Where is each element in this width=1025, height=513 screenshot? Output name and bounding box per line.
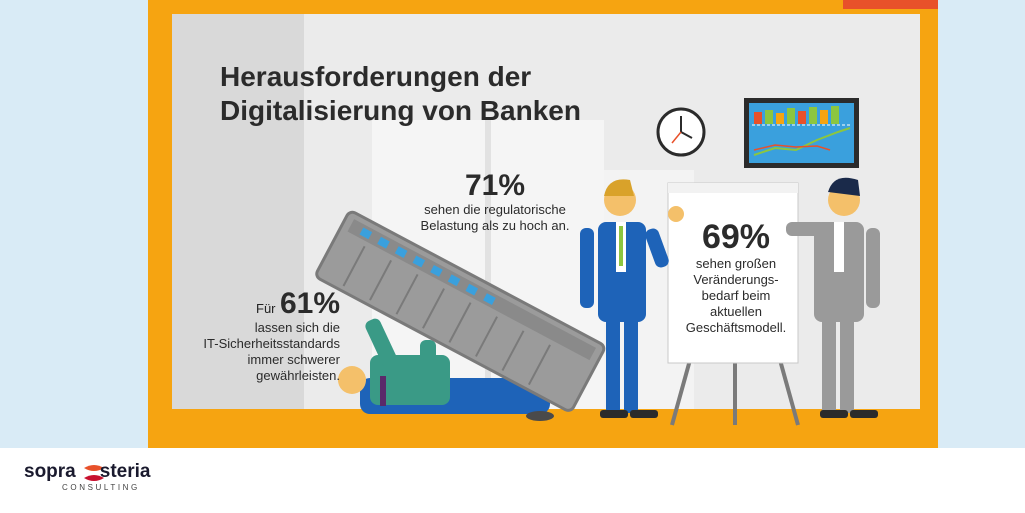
stat-61-text-2: IT-Sicherheitsstandards bbox=[203, 336, 340, 351]
stat-61-text-1: lassen sich die bbox=[254, 320, 340, 335]
server-rack-icon bbox=[315, 210, 606, 412]
monitor-chart-icon bbox=[744, 98, 859, 168]
clock-icon bbox=[656, 107, 706, 157]
stat-69-value: 69% bbox=[701, 218, 771, 256]
stat-61-text-3: immer schwerer bbox=[247, 352, 340, 367]
logo-word-2: steria bbox=[99, 461, 151, 482]
wall-shadow-left bbox=[172, 14, 304, 409]
title-line-2: Digitalisierung von Banken bbox=[220, 95, 581, 126]
stat-69-text-2: Veränderungs- bbox=[693, 272, 779, 287]
company-logo: sopra steria CONSULTING bbox=[24, 462, 150, 494]
frame-red-accent bbox=[843, 0, 938, 9]
sopra-steria-logo-mark bbox=[84, 465, 104, 481]
logo-word-1: sopra bbox=[24, 461, 76, 482]
stat-69-text-4: aktuellen bbox=[709, 304, 763, 319]
lying-man-figure bbox=[338, 318, 554, 421]
title-line-1: Herausforderungen der bbox=[220, 61, 532, 92]
flipchart-easel bbox=[667, 182, 800, 426]
stat-71-text-2: Belastung als zu hoch an. bbox=[420, 218, 570, 233]
window-divider bbox=[485, 120, 491, 409]
man-grey-suit-figure bbox=[786, 177, 880, 418]
stat-71-value: 71% bbox=[464, 169, 526, 202]
man-blue-suit-figure bbox=[580, 179, 684, 418]
page-title: Herausforderungen der Digitalisierung vo… bbox=[220, 60, 581, 128]
stat-61-prefix: Für bbox=[256, 301, 276, 316]
stat-69-block: 69% sehen großen Veränderungs- bedarf be… bbox=[676, 218, 796, 336]
stat-71-block: 71% sehen die regulatorische Belastung a… bbox=[410, 170, 580, 234]
stat-61-text-4: gewährleisten. bbox=[256, 368, 340, 383]
stat-69-text-1: sehen großen bbox=[695, 256, 777, 271]
stat-71-text-1: sehen die regulatorische bbox=[424, 202, 566, 217]
stat-69-text-5: Geschäftsmodell. bbox=[685, 320, 787, 335]
stat-69-text-3: bedarf beim bbox=[701, 288, 771, 303]
logo-subline: CONSULTING bbox=[62, 483, 140, 492]
stat-61-value: 61% bbox=[279, 287, 340, 320]
stat-61-block: Für 61% lassen sich die IT-Sicherheitsst… bbox=[190, 288, 340, 384]
